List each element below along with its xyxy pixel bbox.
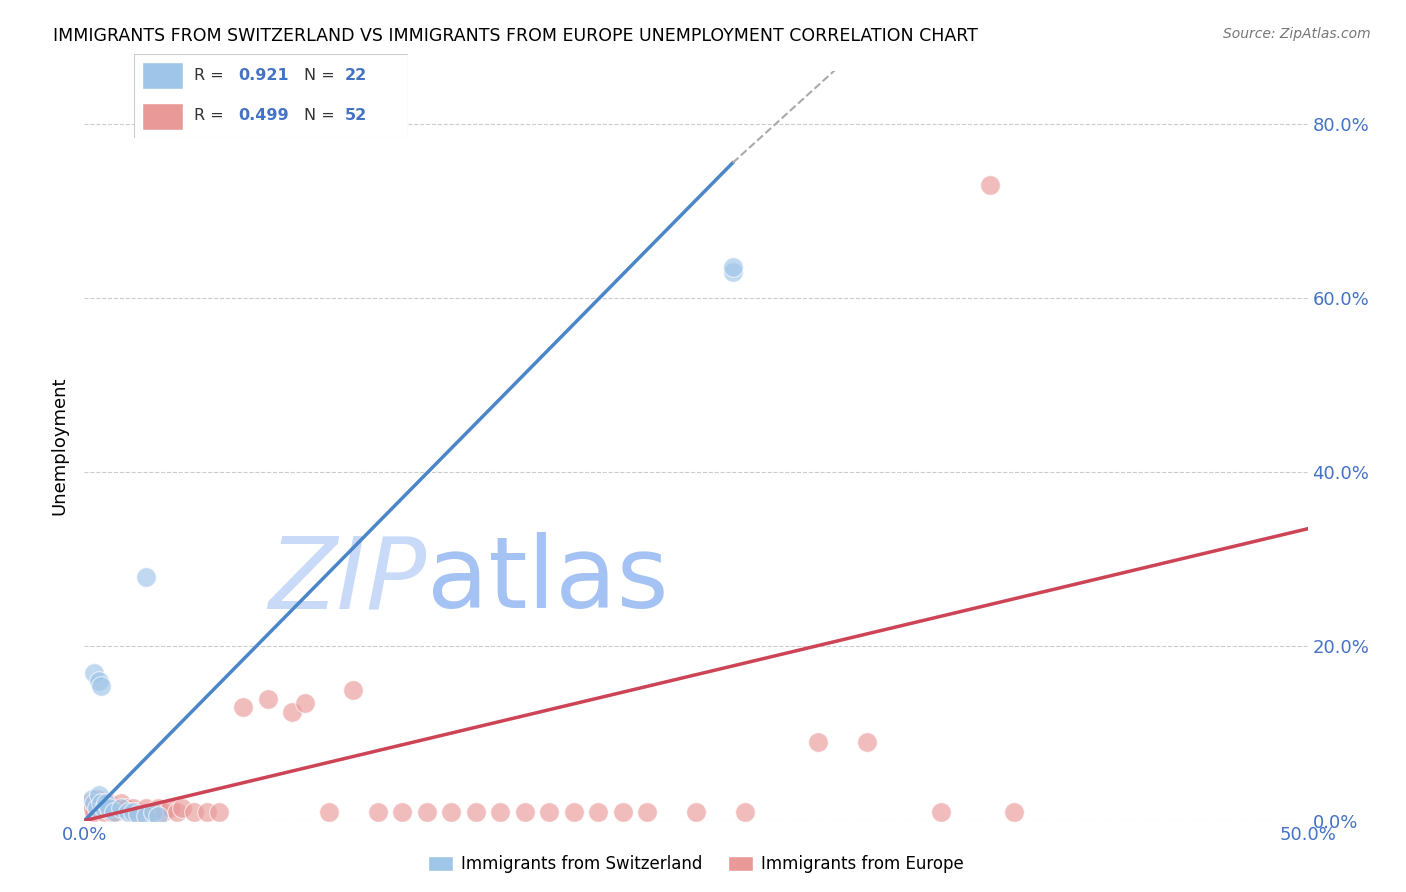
Point (636, 805, 658, 819)
Point (152, 805, 174, 819)
Point (135, 800, 157, 814)
Point (110, 800, 132, 814)
Point (96, 800, 118, 814)
Point (96, 796, 118, 810)
Point (93, 805, 115, 819)
Point (318, 805, 340, 819)
Text: 52: 52 (344, 108, 367, 123)
Point (87, 800, 110, 814)
Point (100, 805, 122, 819)
Point (281, 705, 304, 719)
Point (90, 679, 112, 693)
Point (166, 805, 188, 819)
Point (183, 805, 205, 819)
Text: 0.499: 0.499 (238, 108, 288, 123)
Point (90, 796, 112, 810)
Point (105, 805, 128, 819)
Point (807, 735, 830, 749)
Point (97, 796, 120, 810)
Text: Source: ZipAtlas.com: Source: ZipAtlas.com (1223, 27, 1371, 41)
Point (294, 696, 316, 710)
Point (87, 674, 110, 689)
Point (142, 805, 165, 819)
Point (391, 805, 413, 819)
Point (929, 805, 952, 819)
Text: 0.921: 0.921 (238, 68, 288, 83)
FancyBboxPatch shape (142, 62, 183, 89)
Point (80, 800, 103, 814)
Point (103, 805, 125, 819)
Point (120, 805, 142, 819)
Point (721, 265, 744, 279)
Point (97, 800, 120, 814)
Point (122, 800, 145, 814)
Point (83, 805, 105, 819)
Text: ZIP: ZIP (269, 533, 427, 630)
Text: IMMIGRANTS FROM SWITZERLAND VS IMMIGRANTS FROM EUROPE UNEMPLOYMENT CORRELATION C: IMMIGRANTS FROM SWITZERLAND VS IMMIGRANT… (53, 27, 979, 45)
Point (142, 805, 165, 819)
Point (440, 805, 463, 819)
Point (172, 800, 194, 814)
Point (127, 806, 149, 821)
Point (342, 682, 364, 697)
Point (80, 792, 103, 806)
Point (464, 805, 486, 819)
Point (135, 809, 157, 823)
Legend: Immigrants from Switzerland, Immigrants from Europe: Immigrants from Switzerland, Immigrants … (422, 848, 970, 880)
Point (83, 796, 105, 810)
Point (538, 805, 561, 819)
Point (208, 805, 231, 819)
Point (86, 800, 108, 814)
Point (115, 800, 138, 814)
Point (979, 178, 1001, 192)
Point (1002, 805, 1025, 819)
Point (734, 805, 756, 819)
Point (232, 700, 254, 714)
Point (257, 691, 280, 706)
Text: R =: R = (194, 108, 229, 123)
Point (489, 805, 512, 819)
Point (122, 805, 145, 819)
Point (83, 665, 105, 680)
Text: 22: 22 (344, 68, 367, 83)
Point (159, 800, 181, 814)
Point (127, 805, 149, 819)
Point (367, 805, 389, 819)
FancyBboxPatch shape (142, 103, 183, 130)
Point (117, 805, 139, 819)
Point (93, 800, 115, 814)
Text: N =: N = (304, 68, 339, 83)
Text: N =: N = (304, 108, 339, 123)
Y-axis label: Unemployment: Unemployment (51, 376, 69, 516)
Point (195, 805, 218, 819)
Point (146, 800, 169, 814)
Point (77, 796, 100, 810)
Point (103, 800, 125, 814)
Point (87, 788, 110, 802)
Point (721, 260, 744, 275)
Text: atlas: atlas (427, 533, 668, 630)
Point (110, 796, 132, 810)
Point (135, 570, 157, 584)
Point (146, 809, 169, 823)
Point (586, 805, 609, 819)
Point (562, 805, 585, 819)
Point (416, 805, 439, 819)
Point (685, 805, 707, 819)
Point (90, 796, 112, 810)
Point (513, 805, 536, 819)
Text: R =: R = (194, 68, 229, 83)
Point (86, 792, 108, 806)
FancyBboxPatch shape (134, 54, 408, 138)
Point (856, 735, 879, 749)
Point (612, 805, 634, 819)
